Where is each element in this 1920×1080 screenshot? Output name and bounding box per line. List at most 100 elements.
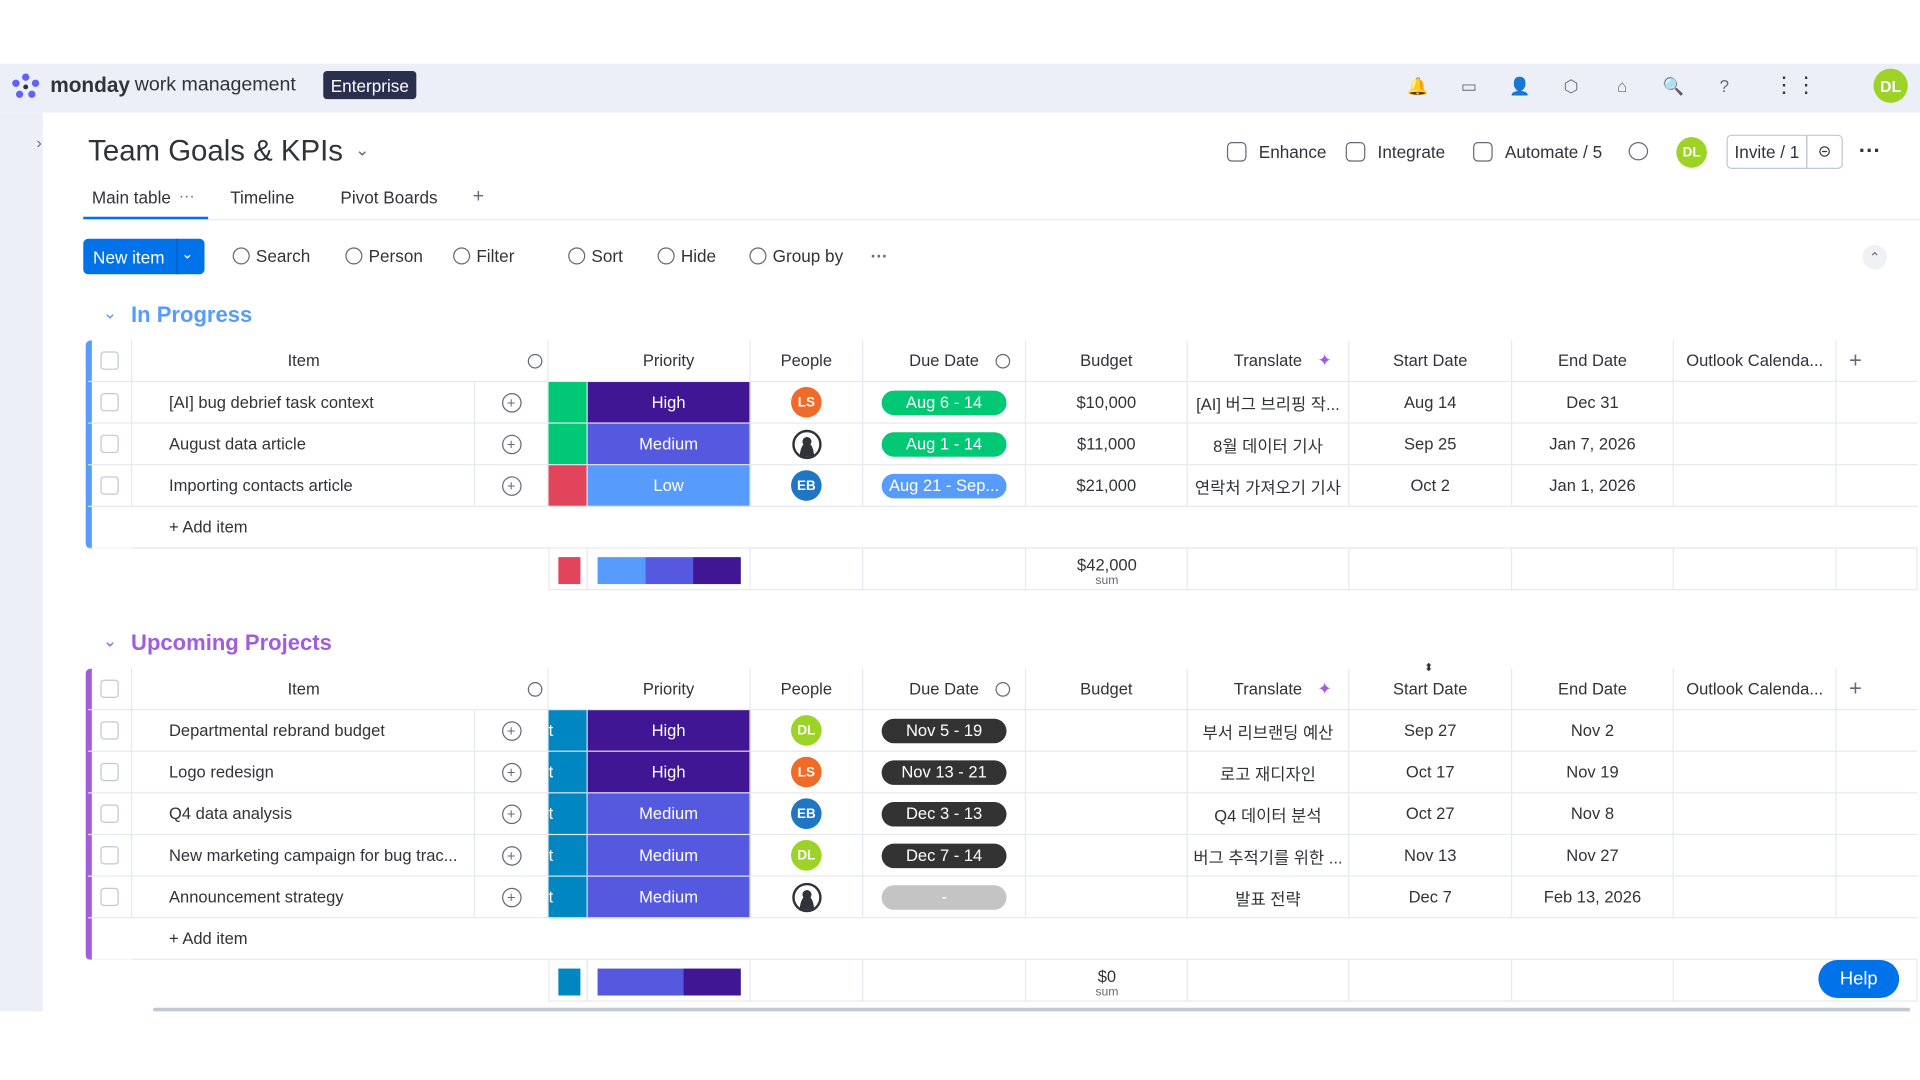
add-column[interactable]: +: [1848, 675, 1862, 701]
due-pill[interactable]: Aug 6 - 14: [881, 390, 1007, 415]
person-avatar[interactable]: LS: [791, 756, 822, 788]
column-title[interactable]: End Date: [1557, 679, 1627, 698]
top-icon[interactable]: 👤: [1509, 75, 1531, 95]
apps-grid[interactable]: ⋮⋮: [1773, 71, 1818, 97]
user-avatar[interactable]: DL: [1873, 68, 1908, 103]
add-update[interactable]: +: [501, 392, 522, 413]
column-title[interactable]: Start Date: [1392, 679, 1468, 698]
item-name[interactable]: [AI] bug debrief task context: [168, 393, 374, 412]
due-pill[interactable]: Dec 7 - 14: [881, 843, 1007, 868]
due-pill[interactable]: Nov 5 - 19: [881, 718, 1007, 743]
new-item-label[interactable]: New item: [93, 247, 165, 267]
priority-label[interactable]: High: [651, 393, 686, 412]
add-update[interactable]: +: [501, 434, 522, 454]
collapse-toolbar[interactable]: ⌃: [1862, 244, 1887, 270]
info-icon[interactable]: [527, 682, 543, 697]
add-update[interactable]: +: [501, 475, 522, 496]
info-icon[interactable]: [995, 682, 1011, 697]
status-label[interactable]: t: [548, 762, 554, 782]
column-title[interactable]: Budget: [1080, 351, 1133, 370]
tab-menu[interactable]: ···: [178, 186, 195, 205]
new-item-caret[interactable]: ⌄: [181, 244, 194, 263]
toolbar-button[interactable]: Sort: [591, 246, 623, 266]
add-update[interactable]: +: [501, 803, 522, 824]
person-avatar[interactable]: EB: [791, 470, 822, 501]
toolbar-button[interactable]: Filter: [476, 246, 515, 266]
toolbar-button[interactable]: Person: [368, 246, 423, 266]
empty-person[interactable]: [791, 429, 822, 459]
add-update[interactable]: +: [501, 845, 522, 866]
toolbar-button[interactable]: Group by: [772, 246, 844, 266]
column-title[interactable]: Outlook Calenda...: [1686, 679, 1824, 698]
priority-label[interactable]: Medium: [639, 846, 698, 865]
toolbar-more[interactable]: ···: [870, 246, 888, 266]
priority-label[interactable]: High: [651, 721, 686, 740]
due-pill[interactable]: Aug 21 - Sep...: [881, 473, 1007, 498]
group-collapse[interactable]: ⌄: [102, 302, 118, 323]
add-item[interactable]: + Add item: [168, 929, 248, 948]
add-view[interactable]: +: [472, 186, 485, 207]
top-icon[interactable]: ▭: [1460, 75, 1478, 95]
board-action[interactable]: Enhance: [1258, 142, 1327, 162]
priority-label[interactable]: Medium: [639, 804, 698, 823]
info-icon[interactable]: [527, 353, 543, 369]
tab[interactable]: Timeline: [230, 187, 295, 207]
column-title[interactable]: Translate: [1233, 679, 1303, 698]
empty-person[interactable]: [791, 882, 822, 912]
invite-button[interactable]: Invite / 1: [1726, 134, 1808, 169]
priority-summary[interactable]: [597, 968, 741, 996]
info-icon[interactable]: [995, 353, 1011, 369]
add-column[interactable]: +: [1848, 347, 1862, 373]
column-title[interactable]: Budget: [1080, 679, 1133, 698]
checkbox[interactable]: [100, 804, 119, 823]
priority-label[interactable]: High: [651, 762, 686, 782]
column-title[interactable]: Translate: [1233, 351, 1303, 370]
column-title[interactable]: Item: [287, 679, 320, 698]
status-label[interactable]: t: [548, 721, 554, 740]
priority-label[interactable]: Low: [653, 476, 684, 495]
column-title[interactable]: Start Date: [1392, 351, 1468, 370]
due-pill[interactable]: -: [881, 884, 1007, 910]
column-title[interactable]: Due Date: [909, 679, 979, 698]
column-title[interactable]: Priority: [642, 351, 695, 370]
item-name[interactable]: Importing contacts article: [168, 476, 353, 495]
top-icon[interactable]: ⬡: [1563, 75, 1579, 95]
ai-sparkle[interactable]: ✦: [1317, 678, 1332, 698]
checkbox[interactable]: [100, 351, 119, 370]
person-avatar[interactable]: DL: [791, 715, 822, 746]
column-title[interactable]: Due Date: [909, 351, 979, 370]
top-icon[interactable]: 🔍: [1662, 75, 1684, 95]
ai-sparkle[interactable]: ✦: [1317, 350, 1332, 370]
status-summary[interactable]: [558, 557, 581, 585]
column-title[interactable]: Outlook Calenda...: [1686, 351, 1824, 370]
sort-handle[interactable]: ⬍: [1424, 661, 1434, 674]
group-collapse[interactable]: ⌄: [102, 630, 118, 651]
due-pill[interactable]: Aug 1 - 14: [881, 431, 1007, 457]
tab[interactable]: Main table: [91, 187, 171, 207]
copy-link[interactable]: ⊝: [1806, 134, 1843, 169]
item-name[interactable]: Departmental rebrand budget: [168, 721, 385, 740]
priority-label[interactable]: Medium: [639, 887, 698, 907]
due-pill[interactable]: Nov 13 - 21: [881, 759, 1007, 785]
column-title[interactable]: End Date: [1557, 351, 1627, 370]
status-summary[interactable]: [558, 968, 581, 996]
checkbox[interactable]: [100, 887, 119, 907]
top-icon[interactable]: ?: [1719, 75, 1730, 96]
add-item[interactable]: + Add item: [168, 517, 248, 537]
checkbox[interactable]: [100, 762, 119, 782]
item-name[interactable]: New marketing campaign for bug trac...: [168, 846, 458, 865]
top-icon[interactable]: 🔔: [1407, 75, 1429, 95]
item-name[interactable]: Logo redesign: [168, 762, 274, 782]
person-avatar[interactable]: DL: [791, 840, 822, 871]
top-icon[interactable]: ⌂: [1617, 75, 1628, 96]
add-update[interactable]: +: [501, 762, 522, 782]
checkbox[interactable]: [100, 476, 119, 495]
more-menu[interactable]: ···: [1858, 138, 1881, 163]
person-avatar[interactable]: LS: [791, 386, 822, 418]
column-title[interactable]: People: [780, 679, 833, 698]
group-title[interactable]: Upcoming Projects: [131, 630, 332, 656]
status-label[interactable]: t: [548, 846, 554, 865]
column-title[interactable]: People: [780, 351, 833, 370]
tab[interactable]: Pivot Boards: [340, 187, 438, 207]
toolbar-button[interactable]: Hide: [680, 246, 717, 266]
